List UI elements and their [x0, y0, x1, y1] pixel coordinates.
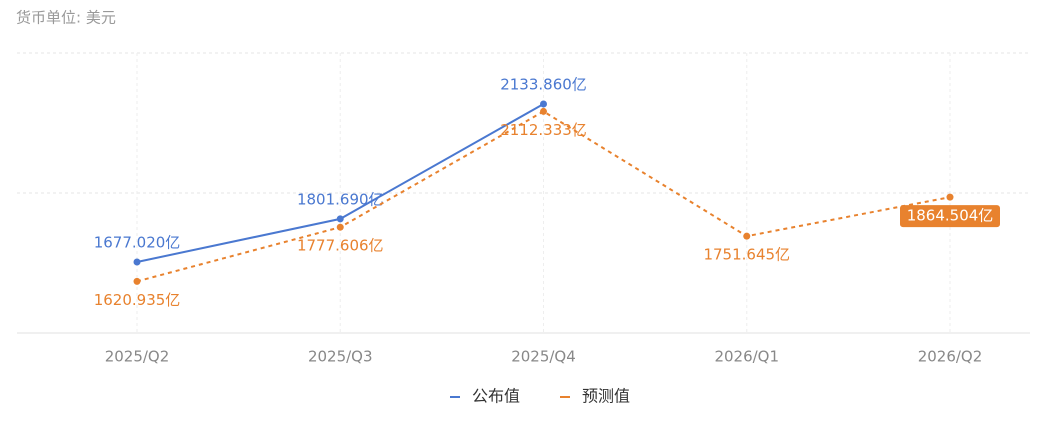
data-label: 1864.504亿	[907, 207, 994, 225]
data-label: 1801.690亿	[297, 190, 384, 208]
data-label: 1751.645亿	[703, 246, 790, 264]
data-point	[336, 215, 344, 223]
data-label: 2133.860亿	[500, 75, 587, 93]
data-label: 1620.935亿	[94, 291, 181, 309]
x-tick-label: 2025/Q2	[105, 348, 170, 366]
data-point	[540, 107, 547, 115]
data-point	[946, 193, 954, 201]
chart-subtitle: 货币单位: 美元	[16, 9, 116, 27]
x-tick-label: 2025/Q4	[511, 348, 576, 366]
data-label: 1777.606亿	[297, 237, 384, 255]
x-tick-label: 2025/Q3	[308, 348, 373, 366]
x-tick-label: 2026/Q1	[714, 348, 779, 366]
data-point	[336, 223, 344, 231]
data-point	[743, 232, 751, 240]
label-box	[900, 205, 1000, 228]
legend-label: 公布值	[472, 387, 520, 406]
x-tick-label: 2026/Q2	[918, 348, 983, 366]
data-label: 1677.020亿	[94, 233, 181, 251]
data-point	[133, 258, 141, 266]
legend-label: 预测值	[582, 387, 630, 406]
data-point	[540, 100, 547, 108]
data-label: 2112.333亿	[500, 121, 587, 139]
data-point	[133, 277, 141, 285]
